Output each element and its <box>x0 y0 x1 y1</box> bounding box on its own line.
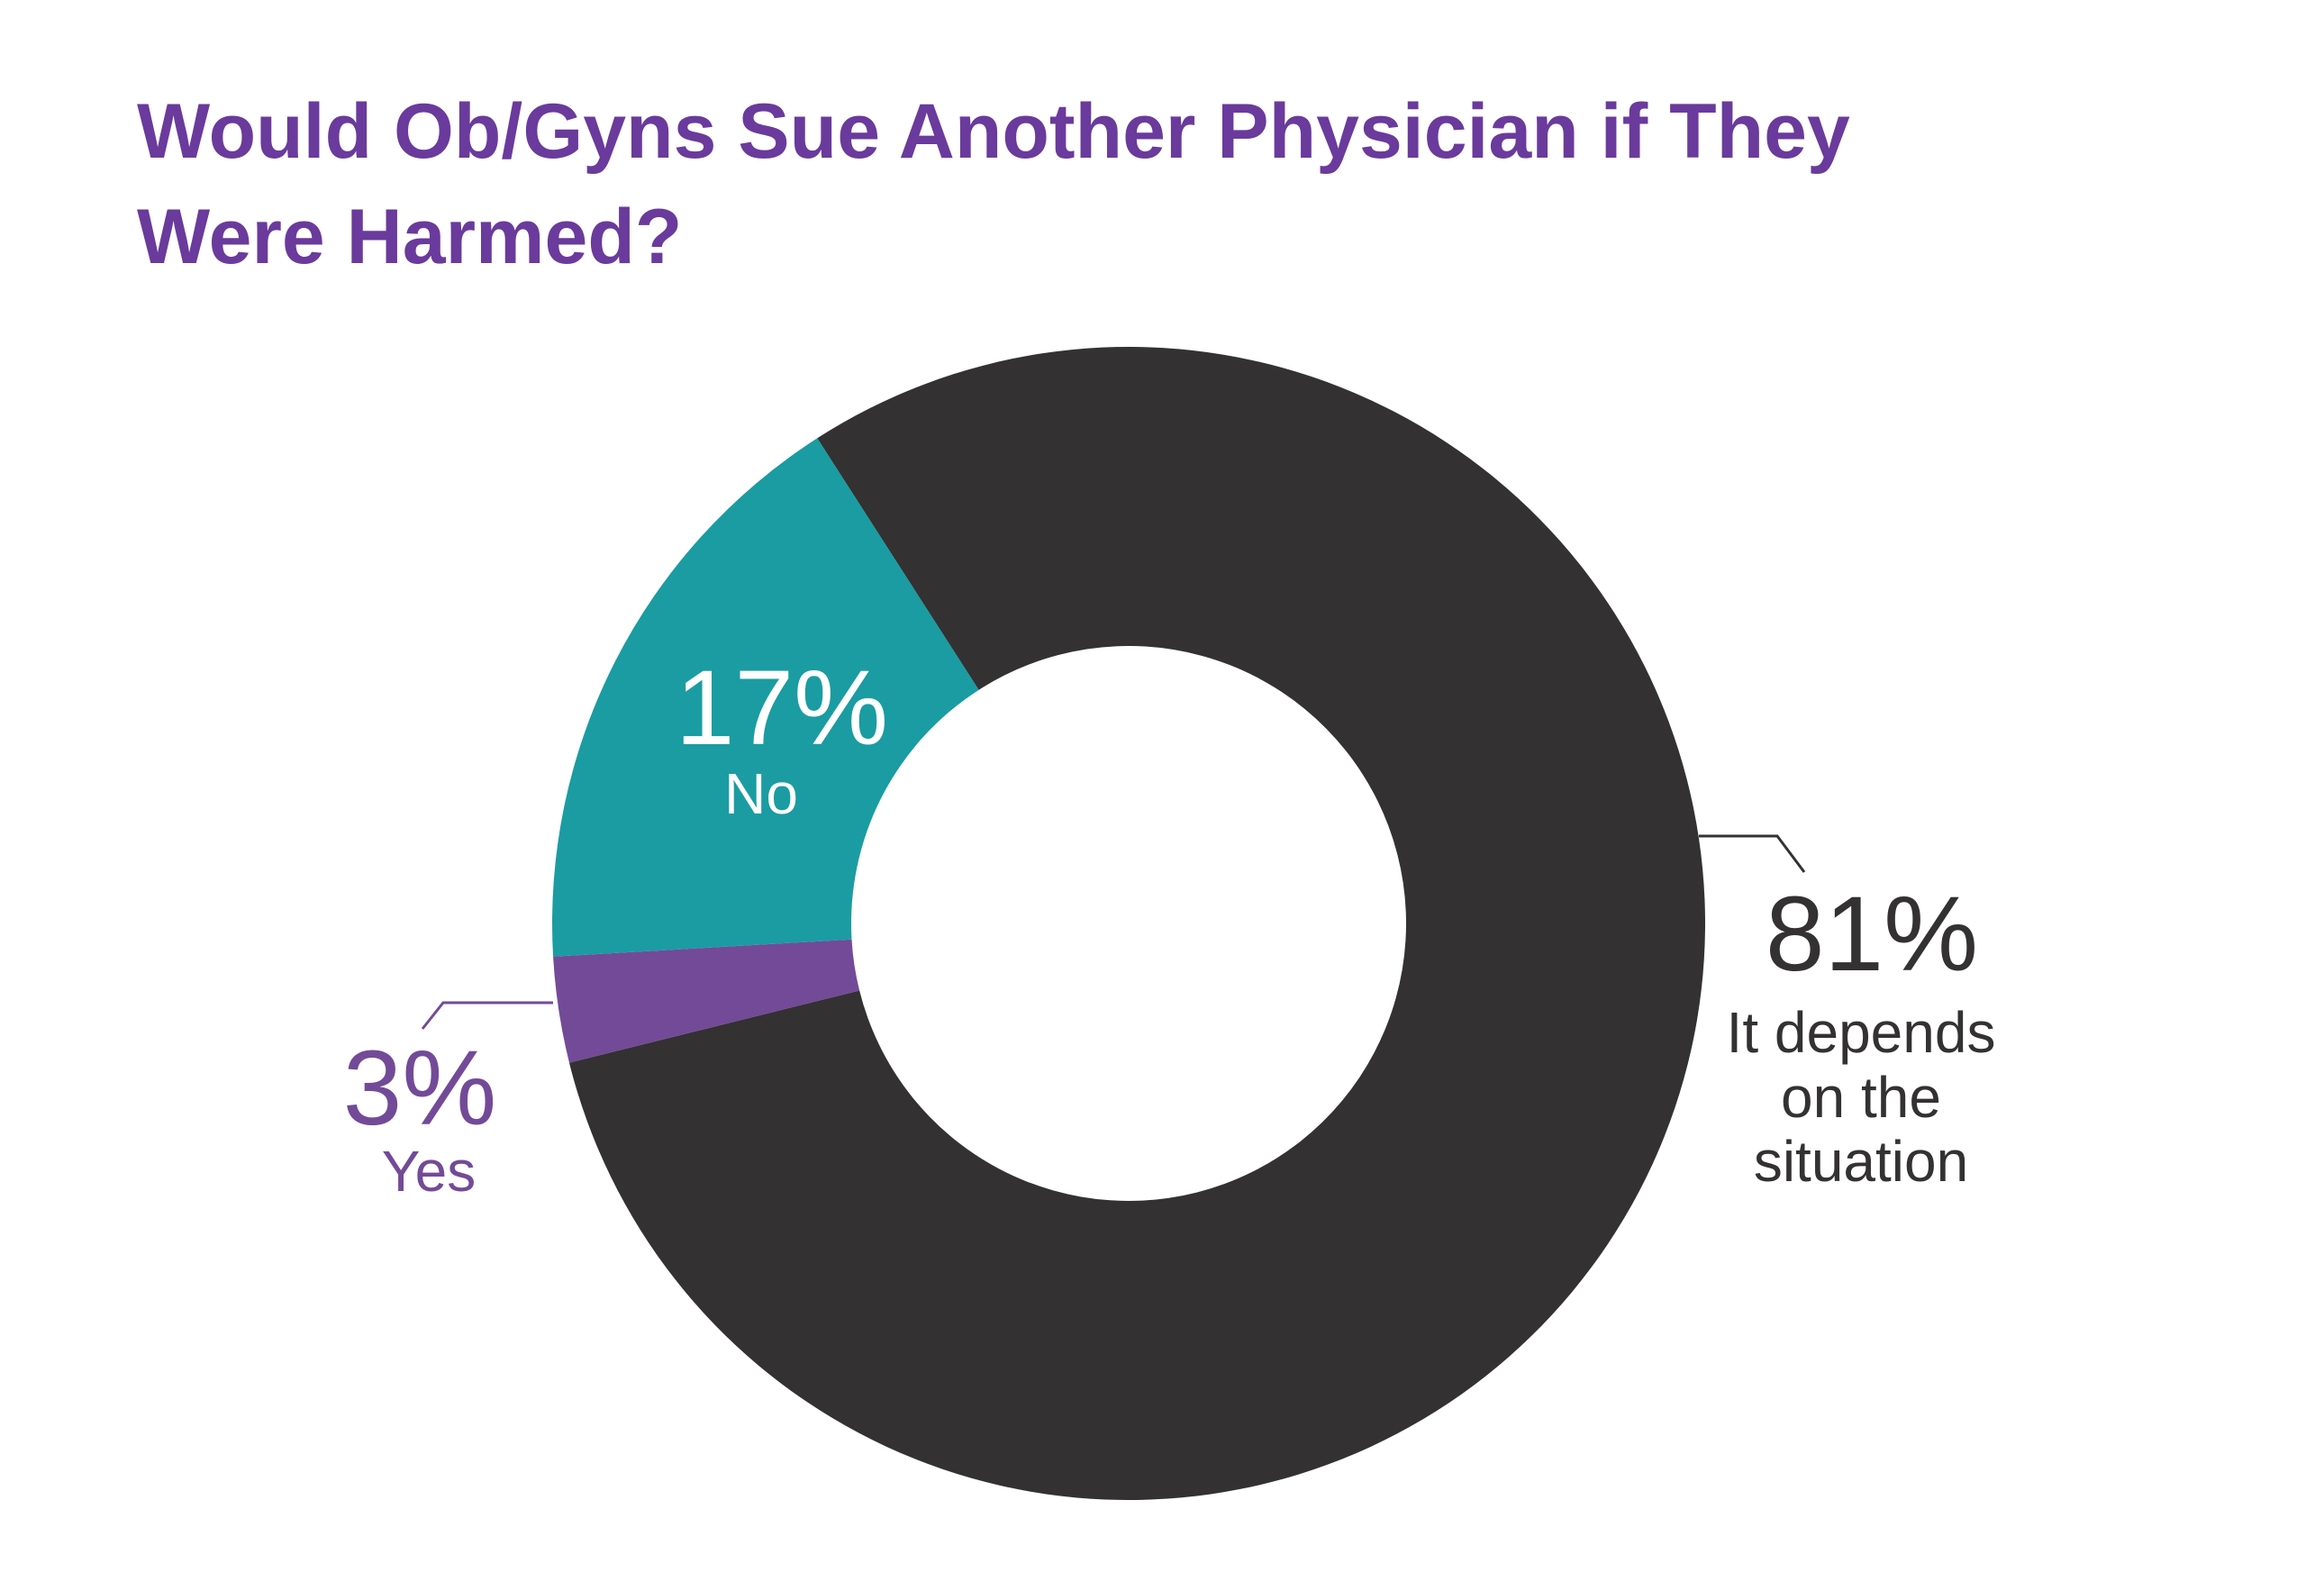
donut-slice-no <box>552 438 979 957</box>
value-label-no: 17% <box>676 649 888 768</box>
category-label-yes: Yes <box>382 1139 476 1204</box>
category-label-depends-line-3: situation <box>1754 1129 1968 1194</box>
chart-title: Would Ob/Gyns Sue Another Physician if T… <box>137 79 1850 290</box>
leader-line-yes <box>421 1001 553 1030</box>
donut-slice-yes <box>553 939 860 1063</box>
chart-title-line-1: Would Ob/Gyns Sue Another Physician if T… <box>137 88 1850 175</box>
donut-slice-it-depends-on-the-situation <box>568 347 1706 1500</box>
category-label-no: No <box>724 761 798 826</box>
value-label-yes: 3% <box>343 1029 497 1148</box>
leader-line-depends <box>1699 834 1806 873</box>
category-label-depends-line-2: on the <box>1781 1065 1941 1130</box>
chart-title-line-2: Were Harmed? <box>137 194 683 280</box>
category-label-depends-line-1: It depends <box>1727 1000 1996 1065</box>
value-label-depends: 81% <box>1766 875 1978 994</box>
